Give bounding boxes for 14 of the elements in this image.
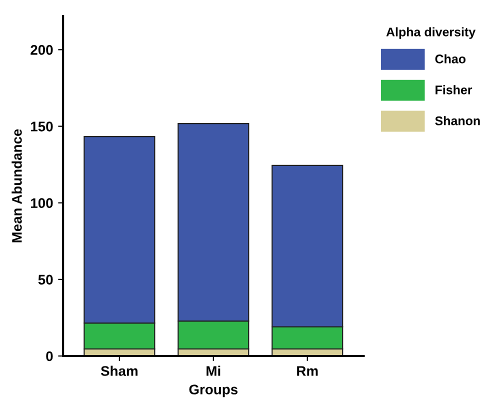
legend-label: Chao (435, 54, 466, 64)
y-tick-label: 100 (31, 198, 53, 208)
legend-title: Alpha diversity (386, 27, 476, 39)
x-tick-label: Mi (206, 366, 220, 376)
y-tick-label: 200 (30, 45, 53, 55)
legend-label: Shanon (435, 116, 480, 126)
y-tick-label: 50 (38, 274, 53, 285)
y-tick-label: 150 (31, 122, 53, 132)
x-tick-label: Rm (297, 366, 318, 376)
y-tick-label: 0 (46, 351, 53, 362)
legend-label: Fisher (436, 85, 472, 94)
x-axis-title: Groups (189, 384, 238, 398)
x-tick-label: Sham (100, 366, 138, 376)
y-axis-title: Mean Abundance (12, 129, 22, 242)
